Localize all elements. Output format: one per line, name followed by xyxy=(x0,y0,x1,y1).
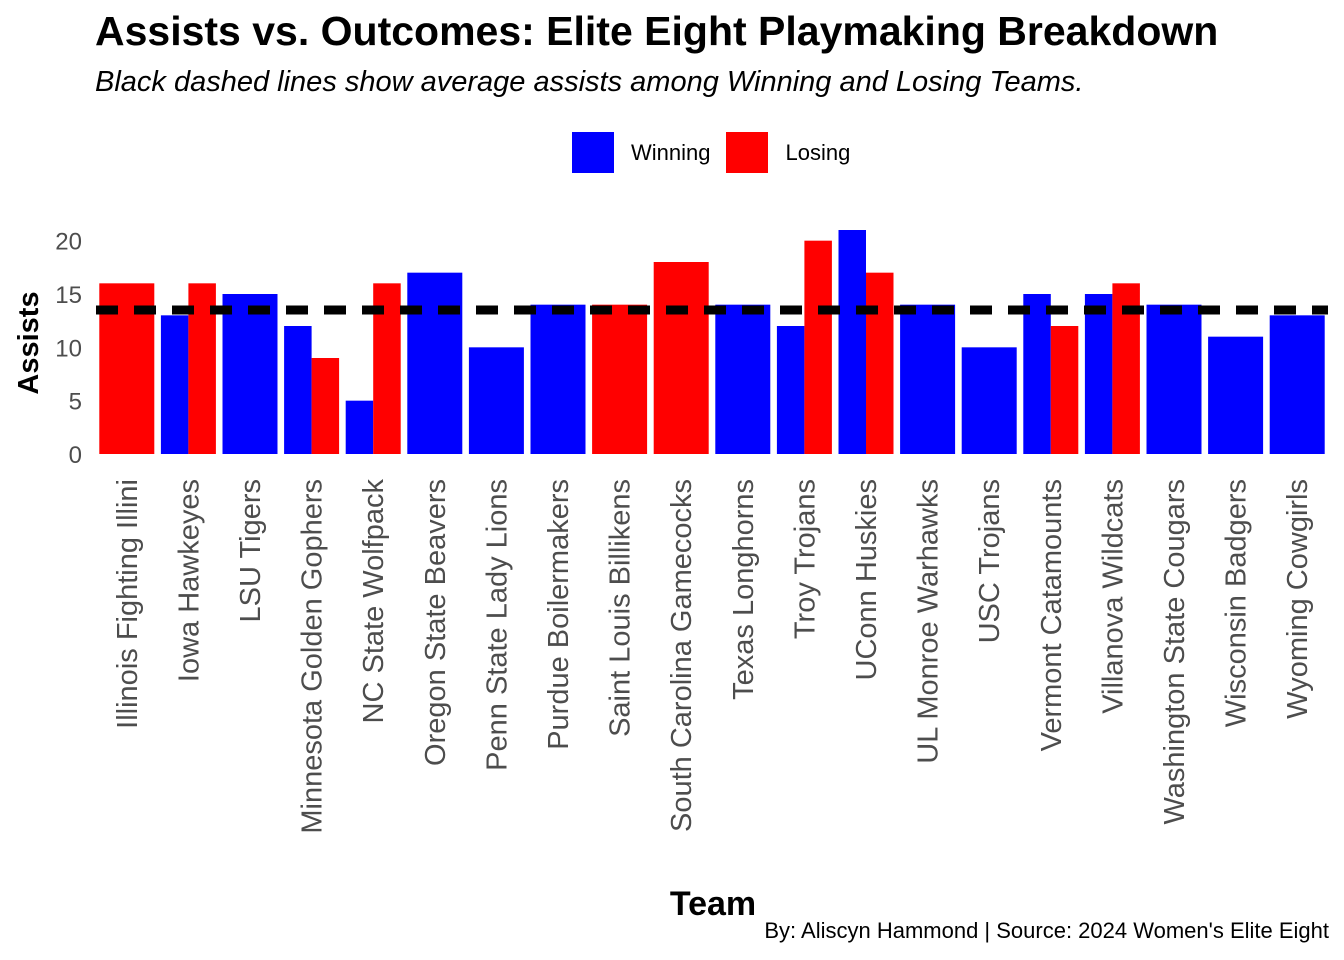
bar-minnesota-golden-gophers-winning xyxy=(284,326,312,454)
legend-key-winning xyxy=(572,132,614,173)
bars-layer xyxy=(99,230,1325,454)
x-tick-label-vermont-catamounts: Vermont Catamounts xyxy=(1036,479,1068,751)
y-tick-label: 0 xyxy=(69,442,82,469)
legend-label-winning: Winning xyxy=(631,139,711,165)
legend: Winning Losing xyxy=(572,132,866,173)
bar-nc-state-wolfpack-winning xyxy=(345,400,374,454)
x-tick-label-iowa-hawkeyes: Iowa Hawkeyes xyxy=(173,479,205,682)
bar-ul-monroe-warhawks-winning xyxy=(900,304,956,454)
bar-saint-louis-billikens-losing xyxy=(592,304,648,454)
legend-key-losing xyxy=(726,132,769,173)
bar-vermont-catamounts-losing xyxy=(1050,326,1079,454)
bar-uconn-huskies-winning xyxy=(838,230,866,454)
x-tick-label-penn-state-lady-lions: Penn State Lady Lions xyxy=(481,479,513,771)
x-tick-label-oregon-state-beavers: Oregon State Beavers xyxy=(420,479,452,766)
y-axis-title: Assists xyxy=(13,291,45,394)
chart-title: Assists vs. Outcomes: Elite Eight Playma… xyxy=(95,8,1219,54)
bar-minnesota-golden-gophers-losing xyxy=(311,358,340,454)
bar-villanova-wildcats-winning xyxy=(1084,294,1113,454)
chart-subtitle: Black dashed lines show average assists … xyxy=(95,66,1084,98)
bar-lsu-tigers-winning xyxy=(222,294,278,454)
y-tick-label: 20 xyxy=(55,229,82,256)
bar-purdue-boilermakers-winning xyxy=(530,304,586,454)
legend-label-losing: Losing xyxy=(785,139,851,165)
bar-iowa-hawkeyes-winning xyxy=(160,315,189,454)
x-tick-label-ul-monroe-warhawks: UL Monroe Warhawks xyxy=(913,479,945,764)
x-tick-label-minnesota-golden-gophers: Minnesota Golden Gophers xyxy=(297,479,329,834)
bar-penn-state-lady-lions-winning xyxy=(468,347,524,454)
bar-wyoming-cowgirls-winning xyxy=(1269,315,1325,454)
bar-vermont-catamounts-winning xyxy=(1023,294,1051,454)
y-tick-label: 10 xyxy=(55,335,82,362)
bar-troy-trojans-losing xyxy=(804,240,832,454)
y-axis-ticks: 0 5 10 15 20 xyxy=(55,229,82,469)
x-tick-label-uconn-huskies: UConn Huskies xyxy=(851,479,883,680)
y-tick-label: 5 xyxy=(69,389,82,416)
bar-south-carolina-gamecocks-losing xyxy=(653,262,709,454)
x-tick-label-saint-louis-billikens: Saint Louis Billikens xyxy=(605,479,637,737)
x-tick-label-wisconsin-badgers: Wisconsin Badgers xyxy=(1221,479,1253,727)
x-axis-ticks: Illinois Fighting Illini Iowa Hawkeyes LSU… xyxy=(112,479,1314,834)
x-tick-label-troy-trojans: Troy Trojans xyxy=(789,479,821,639)
y-tick-label: 15 xyxy=(55,282,82,309)
x-tick-label-usc-trojans: USC Trojans xyxy=(974,479,1006,643)
bar-uconn-huskies-losing xyxy=(866,272,894,454)
x-tick-label-illinois-fighting-illini: Illinois Fighting Illini xyxy=(112,479,144,729)
bar-troy-trojans-winning xyxy=(776,326,805,454)
x-tick-label-south-carolina-gamecocks: South Carolina Gamecocks xyxy=(666,479,698,832)
x-tick-label-villanova-wildcats: Villanova Wildcats xyxy=(1097,479,1129,714)
x-tick-label-washington-state-cougars: Washington State Cougars xyxy=(1159,479,1191,825)
x-tick-label-nc-state-wolfpack: NC State Wolfpack xyxy=(358,479,390,724)
bar-usc-trojans-winning xyxy=(961,347,1017,454)
x-tick-label-purdue-boilermakers: Purdue Boilermakers xyxy=(543,479,575,750)
bar-washington-state-cougars-winning xyxy=(1146,304,1202,454)
bar-texas-longhorns-winning xyxy=(715,304,771,454)
chart-caption: By: Aliscyn Hammond | Source: 2024 Women… xyxy=(764,918,1329,943)
bar-wisconsin-badgers-winning xyxy=(1208,336,1264,454)
x-axis-title: Team xyxy=(670,885,756,923)
x-tick-label-texas-longhorns: Texas Longhorns xyxy=(728,479,760,700)
bar-oregon-state-beavers-winning xyxy=(407,272,463,454)
x-tick-label-wyoming-cowgirls: Wyoming Cowgirls xyxy=(1282,479,1314,719)
x-tick-label-lsu-tigers: LSU Tigers xyxy=(235,479,267,622)
